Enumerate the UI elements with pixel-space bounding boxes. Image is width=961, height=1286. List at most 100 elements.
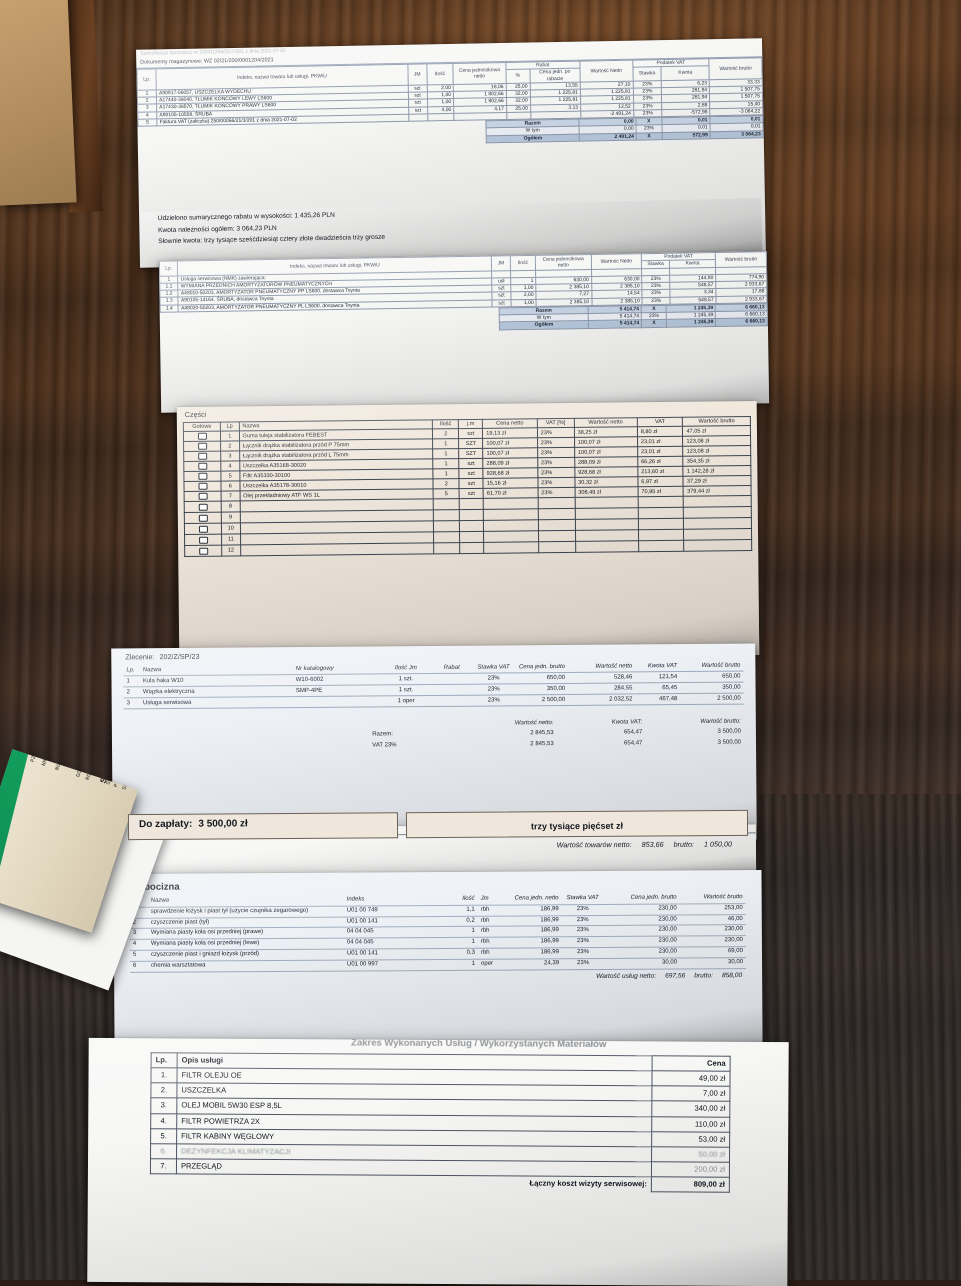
checkbox-cell[interactable] bbox=[183, 451, 221, 462]
cell-net-price: 186,99 bbox=[507, 926, 562, 938]
cell-qty: 1 bbox=[432, 458, 460, 470]
checkbox-cell[interactable] bbox=[183, 471, 221, 482]
cell-rabat-pct: 32,00 bbox=[506, 90, 531, 98]
checkbox-cell[interactable] bbox=[183, 441, 221, 452]
cell-vat: 8,80 zł bbox=[637, 426, 683, 438]
checkbox-cell[interactable] bbox=[184, 545, 222, 557]
cell-gross-value: 46,00 bbox=[679, 914, 746, 926]
cell-vat bbox=[638, 518, 684, 531]
cell-price: 49,00 zł bbox=[651, 1070, 731, 1087]
checkbox-cell[interactable] bbox=[183, 431, 221, 442]
checkbox-icon[interactable] bbox=[197, 433, 207, 441]
th-rabat: Rabat bbox=[431, 662, 473, 674]
cardboard-sheet bbox=[0, 0, 77, 206]
cell-lp: 4 bbox=[220, 461, 240, 472]
cell-gross: 650,00 bbox=[680, 671, 744, 683]
checkbox-cell[interactable] bbox=[184, 491, 222, 502]
cell-index: 04 04 045 bbox=[343, 926, 444, 939]
cell-index: U01 00 749 bbox=[343, 905, 444, 917]
cell-gross: 123,08 zł bbox=[682, 435, 751, 447]
document-parts-list: Części Gotowe Lp Nazwa Ilość j.m Cena ne… bbox=[176, 400, 760, 662]
cell-summary-gross: 6 660,13 bbox=[715, 317, 768, 327]
checkbox-icon[interactable] bbox=[198, 503, 208, 511]
cell-qty bbox=[433, 520, 460, 533]
cell-total-gross: 3 500,00 bbox=[717, 739, 742, 746]
cell-vat-rate: 23% bbox=[562, 958, 605, 970]
cell-net-price: 186,99 bbox=[507, 947, 563, 959]
cell-net-value: 100,07 zł bbox=[574, 437, 638, 448]
cell-vat-rate: 23% bbox=[561, 925, 604, 937]
doc6-footer-net-label: Wartość usług netto: bbox=[596, 972, 657, 980]
checkbox-cell[interactable] bbox=[184, 534, 222, 546]
checkbox-icon[interactable] bbox=[197, 463, 207, 471]
cell-catalog: W10-6002 bbox=[292, 674, 381, 686]
checkbox-icon[interactable] bbox=[198, 547, 208, 555]
cell-net-price: 19,13 zł bbox=[482, 428, 538, 439]
checkbox-icon[interactable] bbox=[198, 493, 208, 501]
cell-unit: SZT bbox=[458, 438, 483, 449]
doc4-totals-body: Wartość netto: Kwota VAT: Wartość brutto: R… bbox=[124, 717, 744, 752]
th-net: Wartość Netto bbox=[579, 60, 633, 82]
cell-net-price bbox=[483, 498, 538, 510]
cell-qty: 1 bbox=[444, 959, 479, 971]
cell-gross-value: 69,00 bbox=[679, 946, 747, 958]
cell-net-value bbox=[575, 519, 639, 531]
cell-net-price bbox=[483, 509, 539, 521]
doc7-total-label: Łączny koszt wizyty serwisowej: bbox=[529, 1178, 647, 1189]
th-net-price: Cena netto bbox=[482, 418, 538, 429]
cell-qty: 1 bbox=[433, 468, 460, 480]
th-qty: Ilość bbox=[443, 894, 478, 906]
cell-qty: 1,00 bbox=[510, 284, 537, 293]
cell-net-price: 186,99 bbox=[507, 904, 562, 916]
cell-gross: 2 500,00 bbox=[680, 693, 744, 705]
doc4-order-number: 202/Z/SP/23 bbox=[159, 651, 200, 662]
cell-vat-rate: 23% bbox=[561, 904, 604, 916]
doc4-to-pay-container: Do zapłaty: 3 500,00 zł trzy tysiące pię… bbox=[127, 809, 749, 841]
cell-name: chemia warsztatowa bbox=[148, 959, 345, 972]
cell-net-value: 30,32 zł bbox=[574, 477, 638, 488]
cell-vat: 6,97 zł bbox=[637, 476, 684, 488]
cell-qty: 2 bbox=[433, 478, 460, 490]
cell-vat bbox=[638, 529, 685, 542]
cell-qty bbox=[433, 542, 461, 555]
th-gross: Wartość brutto bbox=[709, 57, 763, 80]
cell-lp: 3 bbox=[220, 451, 240, 462]
checkbox-icon[interactable] bbox=[198, 525, 208, 533]
cell-rabat bbox=[431, 673, 473, 685]
checkbox-cell[interactable] bbox=[183, 481, 222, 492]
cell-gross bbox=[684, 539, 752, 552]
cell-unit: szt bbox=[459, 478, 484, 489]
cell-lp: 7 bbox=[221, 491, 240, 502]
checkbox-cell[interactable] bbox=[184, 523, 222, 535]
cell-gross bbox=[683, 528, 752, 541]
cell-price: 110,00 zł bbox=[651, 1116, 730, 1132]
cell-lp: 4. bbox=[150, 1113, 177, 1129]
checkbox-cell[interactable] bbox=[184, 512, 222, 524]
checkbox-icon[interactable] bbox=[198, 514, 208, 522]
cell-gross: 37,29 zł bbox=[683, 475, 752, 487]
document-labour: Robocizna Lp. Nazwa Indeks Ilość Jm Cena… bbox=[113, 870, 763, 1046]
cell-gross bbox=[683, 517, 752, 530]
cell-net-value bbox=[574, 497, 639, 509]
doc4-to-pay-words-box: trzy tysiące pięćset zł bbox=[405, 809, 749, 839]
th-unit-price: Cena jednostkowa netto bbox=[452, 62, 506, 85]
checkbox-icon[interactable] bbox=[197, 483, 208, 491]
checkbox-cell[interactable] bbox=[183, 461, 221, 472]
cell-summary-vat: 572,99 bbox=[661, 131, 711, 140]
cell-gross: 2 933,67 bbox=[716, 295, 768, 304]
checkbox-icon[interactable] bbox=[197, 453, 207, 461]
cell-lp: 1 bbox=[123, 675, 140, 688]
checkbox-cell[interactable] bbox=[184, 501, 222, 513]
cell-rabat-pct: 25,00 bbox=[505, 82, 531, 91]
checkbox-icon[interactable] bbox=[198, 536, 208, 544]
cell-net-value: 100,07 zł bbox=[574, 447, 638, 458]
cell-vat-pct bbox=[537, 497, 575, 510]
checkbox-icon[interactable] bbox=[197, 443, 207, 451]
checkbox-icon[interactable] bbox=[197, 473, 207, 481]
doc4-to-pay-words: trzy tysiące pięćset zł bbox=[530, 820, 624, 832]
cell-lp: 1. bbox=[150, 1067, 178, 1084]
cell-qty bbox=[433, 509, 460, 522]
doc3-body: 1 Guma tuleja stabilizatora FEBEST 2 szt 19,… bbox=[183, 425, 752, 557]
cell-qty: 2 bbox=[432, 428, 459, 440]
cell-lp: 9 bbox=[221, 512, 240, 524]
